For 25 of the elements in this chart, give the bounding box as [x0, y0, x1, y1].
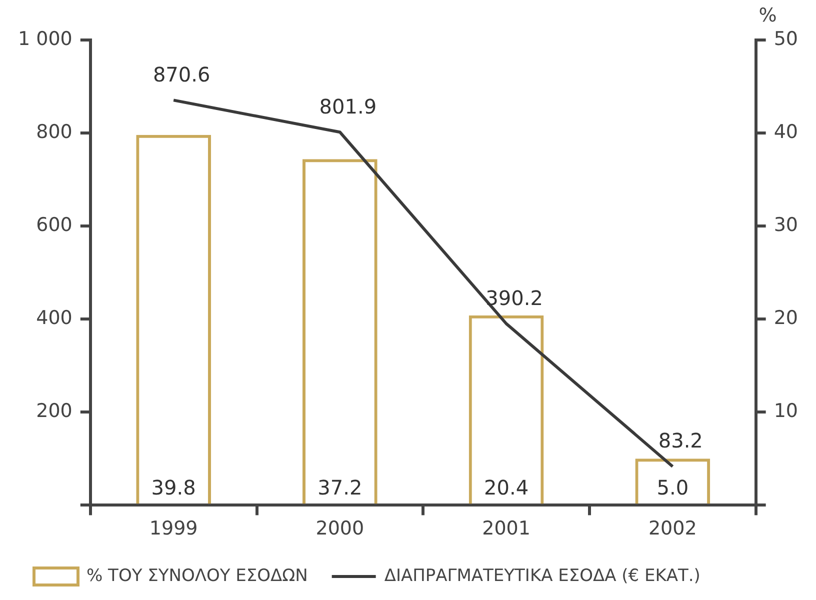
data-label: 37.2: [318, 475, 362, 500]
legend-label: % ΤΟΥ ΣΥΝΟΛΟΥ ΕΣΟΔΩΝ: [86, 566, 308, 586]
data-label: 39.8: [151, 475, 196, 500]
data-label: 5.0: [656, 475, 689, 500]
y-tick-label: 200: [36, 400, 72, 422]
y-tick-label: 600: [36, 214, 72, 236]
y2-tick-label: 10: [774, 400, 798, 422]
y-tick-label: 800: [36, 120, 72, 143]
y2-axis-title: %: [758, 4, 777, 26]
x-tick-label: 2000: [316, 518, 364, 540]
x-tick-label: 2002: [648, 518, 697, 540]
data-label: 801.9: [319, 94, 377, 118]
data-label: 390.2: [486, 286, 543, 310]
legend-label: ΔΙΑΠΡΑΓΜΑΤΕΥΤΙΚΑ ΕΣΟΔΑ (€ ΕΚΑΤ.): [384, 566, 700, 586]
data-label: 20.4: [484, 475, 529, 500]
y-tick-label: 400: [36, 307, 72, 330]
x-tick-label: 2001: [482, 518, 530, 540]
data-label: 83.2: [658, 428, 703, 453]
data-label: 870.6: [152, 62, 210, 86]
y2-tick-label: 30: [774, 214, 798, 236]
x-tick-label: 1999: [149, 518, 198, 540]
y-tick-label: 1 000: [18, 28, 72, 50]
y2-tick-label: 50: [774, 28, 798, 50]
y2-tick-label: 20: [774, 307, 798, 330]
y2-tick-label: 40: [774, 120, 798, 143]
